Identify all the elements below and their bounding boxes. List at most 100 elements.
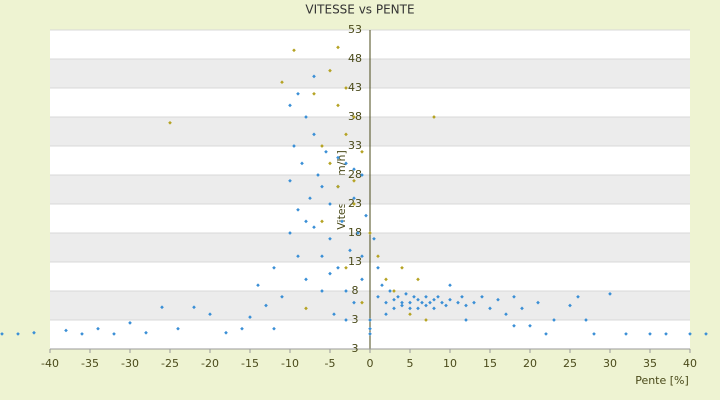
point xyxy=(416,277,420,282)
point xyxy=(336,45,340,50)
point xyxy=(144,330,148,335)
x-tick-label: -5 xyxy=(325,357,336,370)
point xyxy=(432,115,436,119)
y-tick-label: 3 xyxy=(352,342,359,355)
x-tick-label: -40 xyxy=(41,357,59,370)
point xyxy=(584,318,588,322)
point xyxy=(360,277,364,282)
point xyxy=(352,167,356,172)
point xyxy=(512,323,516,328)
y-tick-label: 18 xyxy=(348,226,362,239)
point xyxy=(320,144,324,148)
point xyxy=(160,305,164,310)
x-tick-label: 0 xyxy=(367,357,374,370)
point xyxy=(344,289,348,293)
point xyxy=(404,292,408,296)
point xyxy=(80,332,84,336)
point xyxy=(608,292,612,296)
point xyxy=(408,300,412,305)
point xyxy=(312,225,316,230)
point xyxy=(296,207,300,212)
y-tick-label: 3 xyxy=(352,313,359,326)
point xyxy=(448,283,452,288)
x-tick-label: -25 xyxy=(161,357,179,370)
chart-title: VITESSE vs PENTE xyxy=(305,3,414,17)
point xyxy=(336,265,340,270)
point xyxy=(128,321,132,325)
point xyxy=(368,231,372,235)
point xyxy=(412,294,416,299)
point xyxy=(364,213,368,218)
point xyxy=(384,312,388,317)
point xyxy=(264,303,268,308)
x-tick-label: 25 xyxy=(563,357,577,370)
y-tick-label: 13 xyxy=(348,255,362,268)
point xyxy=(448,297,452,302)
point xyxy=(324,149,328,154)
point xyxy=(192,305,196,310)
point xyxy=(344,86,348,90)
point xyxy=(648,332,652,336)
point xyxy=(320,254,324,259)
x-tick-label: -35 xyxy=(81,357,99,370)
point xyxy=(96,326,100,331)
point xyxy=(288,231,292,235)
point xyxy=(304,115,308,119)
point xyxy=(384,300,388,305)
point xyxy=(344,318,348,322)
point xyxy=(576,294,580,299)
point xyxy=(312,132,316,137)
point xyxy=(240,326,244,331)
point xyxy=(288,103,292,108)
point xyxy=(272,265,276,270)
point xyxy=(464,303,468,308)
point xyxy=(0,332,4,336)
x-tick-label: 30 xyxy=(603,357,617,370)
x-axis-title: Pente [%] xyxy=(635,374,689,387)
point xyxy=(460,294,464,299)
point xyxy=(336,103,340,108)
point xyxy=(360,300,364,305)
point xyxy=(312,74,316,79)
point xyxy=(360,254,364,259)
point xyxy=(416,297,420,302)
point xyxy=(392,289,396,293)
point xyxy=(488,306,492,311)
point xyxy=(352,300,356,305)
point xyxy=(168,120,172,125)
x-tick-label: -20 xyxy=(201,357,219,370)
point xyxy=(288,178,292,183)
point xyxy=(328,202,332,206)
point xyxy=(304,219,308,224)
x-tick-label: 20 xyxy=(523,357,537,370)
point xyxy=(376,254,380,259)
point xyxy=(224,330,228,335)
point xyxy=(352,115,356,119)
point xyxy=(328,236,332,241)
point xyxy=(372,236,376,241)
point xyxy=(208,312,212,317)
point xyxy=(360,173,364,177)
x-tick-label: -30 xyxy=(121,357,139,370)
point xyxy=(112,332,116,336)
point xyxy=(400,303,404,308)
point xyxy=(592,332,596,336)
point xyxy=(552,318,556,322)
point xyxy=(420,300,424,305)
point xyxy=(436,294,440,299)
point xyxy=(272,326,276,331)
point xyxy=(296,91,300,96)
point xyxy=(424,294,428,299)
point xyxy=(704,332,708,336)
x-tick-label: 15 xyxy=(483,357,497,370)
point xyxy=(408,312,412,317)
point xyxy=(504,312,508,317)
x-tick-label: 10 xyxy=(443,357,457,370)
point xyxy=(352,178,356,183)
point xyxy=(480,294,484,299)
point xyxy=(624,332,628,336)
point xyxy=(520,306,524,311)
point xyxy=(380,283,384,288)
point xyxy=(352,202,356,206)
point xyxy=(392,306,396,311)
